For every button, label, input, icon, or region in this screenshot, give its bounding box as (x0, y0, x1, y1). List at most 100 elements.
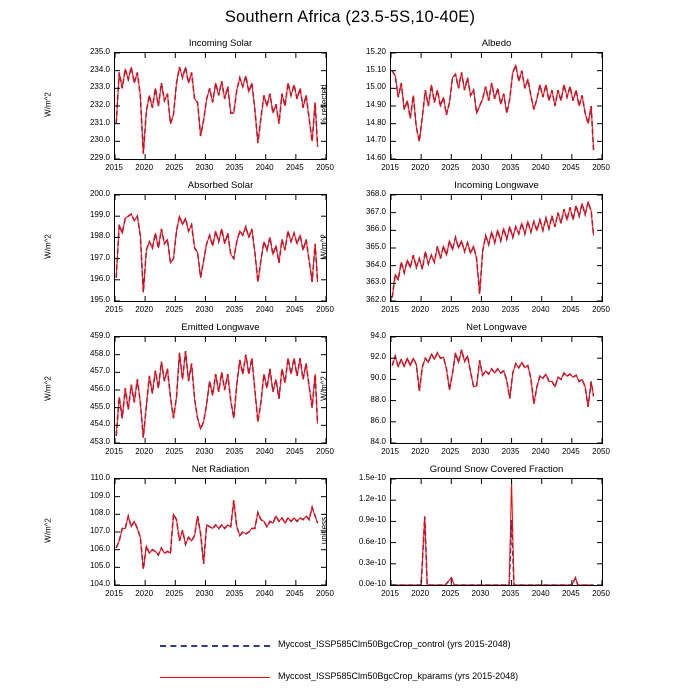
plot-area (114, 52, 327, 160)
series-lines (115, 337, 326, 443)
y-axis-tick-label: 365.0 (365, 242, 386, 251)
x-axis-tick-label: 2030 (471, 447, 490, 456)
x-axis-tick-label: 2025 (165, 305, 184, 314)
panel-title: Incoming Solar (188, 38, 253, 49)
series-lines (115, 195, 326, 301)
x-axis-tick-label: 2025 (441, 589, 460, 598)
y-axis-tick-label: 94.0 (370, 331, 386, 340)
y-axis-tick-label: 362.0 (365, 295, 386, 304)
x-axis-tick-label: 2045 (285, 305, 304, 314)
y-axis-tick-label: 363.0 (365, 277, 386, 287)
x-axis-tick-label: 2015 (105, 163, 123, 172)
y-axis-label: W/m^2 (319, 376, 329, 401)
x-axis-tick-label: 2015 (381, 589, 399, 598)
x-axis-tick-label: 2045 (561, 163, 580, 172)
y-axis-label: W/m^2 (43, 376, 53, 401)
x-axis-tick-label: 2040 (531, 447, 550, 456)
y-axis-tick-label: 196.0 (89, 273, 110, 283)
series-path (115, 500, 319, 570)
y-axis-tick-label: 454.0 (89, 419, 110, 429)
y-axis-tick-label: 0.9e-10 (358, 515, 386, 525)
y-axis-tick-label: 195.0 (89, 295, 110, 304)
y-axis-tick-label: 108.0 (89, 508, 110, 518)
y-axis-label: unitless (319, 516, 329, 545)
y-axis-tick-label: 110.0 (90, 473, 110, 482)
panel-title: Net Radiation (191, 464, 250, 475)
series-path (391, 349, 595, 408)
y-axis-tick-label: 84.0 (370, 437, 386, 446)
x-axis-tick-label: 2015 (105, 589, 123, 598)
y-axis-tick-label: 230.0 (89, 135, 110, 145)
x-axis-tick-label: 2020 (411, 589, 430, 598)
y-axis-tick-label: 15.10 (365, 64, 386, 74)
y-axis-tick-label: 232.0 (89, 100, 110, 109)
x-axis-tick-label: 2015 (381, 163, 399, 172)
x-axis-tick-label: 2025 (165, 589, 184, 598)
y-axis-tick-label: 455.0 (89, 401, 110, 411)
series-path (115, 213, 319, 293)
x-axis-tick-label: 2025 (165, 163, 184, 172)
x-axis-tick-label: 2020 (135, 447, 154, 456)
legend-swatch (160, 677, 270, 680)
chart-panel: Absorbed Solar 195.0 196.0 197.0 198.0 199.0 2… (44, 180, 334, 314)
x-axis-tick-label: 2020 (135, 163, 154, 172)
y-axis-tick-label: 366.0 (365, 224, 386, 234)
x-axis-tick-label: 2035 (501, 163, 520, 172)
panel-title: Absorbed Solar (187, 180, 254, 191)
x-axis-tick-label: 2025 (441, 447, 460, 456)
x-axis-tick-label: 2030 (195, 305, 214, 314)
x-axis-tick-label: 2035 (501, 305, 520, 314)
x-axis-tick-label: 2015 (105, 305, 123, 314)
x-axis-tick-label: 2040 (255, 447, 274, 456)
series-path (391, 199, 595, 298)
y-axis-label: W/m^2 (43, 92, 53, 117)
plot-area (390, 478, 603, 586)
x-axis-tick-label: 2035 (225, 589, 244, 598)
y-axis-tick-label: 364.0 (365, 259, 386, 269)
x-axis-tick-label: 2045 (561, 589, 580, 598)
legend-label: Myccost_ISSP585Clm50BgcCrop_kparams (yrs… (278, 671, 519, 681)
y-axis-tick-label: 107.0 (89, 526, 110, 535)
series-path (391, 62, 595, 151)
x-axis-tick-label: 2040 (255, 305, 274, 314)
panel-title: Incoming Longwave (454, 180, 539, 191)
y-axis-tick-label: 233.0 (89, 82, 110, 92)
x-axis-tick-label: 2040 (531, 589, 550, 598)
chart-panel: Incoming Longwave 362.0 363.0 364.0 365.0 366… (320, 180, 610, 314)
y-axis-tick-label: 199.0 (89, 210, 110, 220)
series-path (391, 200, 595, 298)
series-lines (391, 337, 602, 443)
y-axis-tick-label: 86.0 (370, 415, 386, 425)
x-axis-tick-label: 2050 (592, 589, 610, 598)
x-axis-tick-label: 2020 (411, 163, 430, 172)
y-axis-tick-label: 88.0 (370, 394, 386, 404)
x-axis-tick-label: 2015 (381, 447, 399, 456)
x-axis-tick-label: 2040 (531, 163, 550, 172)
x-axis-tick-label: 2030 (471, 305, 490, 314)
x-axis-tick-label: 2025 (165, 447, 184, 456)
x-axis-tick-label: 2025 (441, 305, 460, 314)
y-axis-tick-label: 200.0 (89, 189, 110, 198)
y-axis-tick-label: 234.0 (89, 64, 110, 74)
panel-title: Emitted Longwave (181, 322, 260, 333)
panel-title: Albedo (481, 38, 512, 49)
y-axis-tick-label: 0.3e-10 (358, 557, 386, 567)
x-axis-tick-label: 2040 (255, 589, 274, 598)
y-axis-tick-label: 456.0 (89, 384, 110, 393)
y-axis-tick-label: 1.5e-10 (358, 473, 386, 482)
y-axis-tick-label: 457.0 (89, 366, 110, 376)
y-axis-tick-label: 15.00 (365, 82, 386, 92)
panel-title: Net Longwave (466, 322, 527, 333)
series-path (391, 63, 595, 151)
x-axis-tick-label: 2030 (195, 163, 214, 172)
series-lines (391, 53, 602, 159)
x-axis-tick-label: 2045 (285, 447, 304, 456)
x-axis-tick-label: 2045 (561, 447, 580, 456)
x-axis-tick-label: 2020 (411, 305, 430, 314)
chart-panel: Net Longwave 84.0 86.0 88.0 90.0 92.0 94.0 2015… (320, 322, 610, 456)
chart-panel: Ground Snow Covered Fraction 0.0e-10 0.3e-… (320, 464, 610, 598)
series-path (392, 481, 594, 585)
x-axis-tick-label: 2035 (501, 589, 520, 598)
y-axis-tick-label: 104.0 (89, 579, 110, 588)
